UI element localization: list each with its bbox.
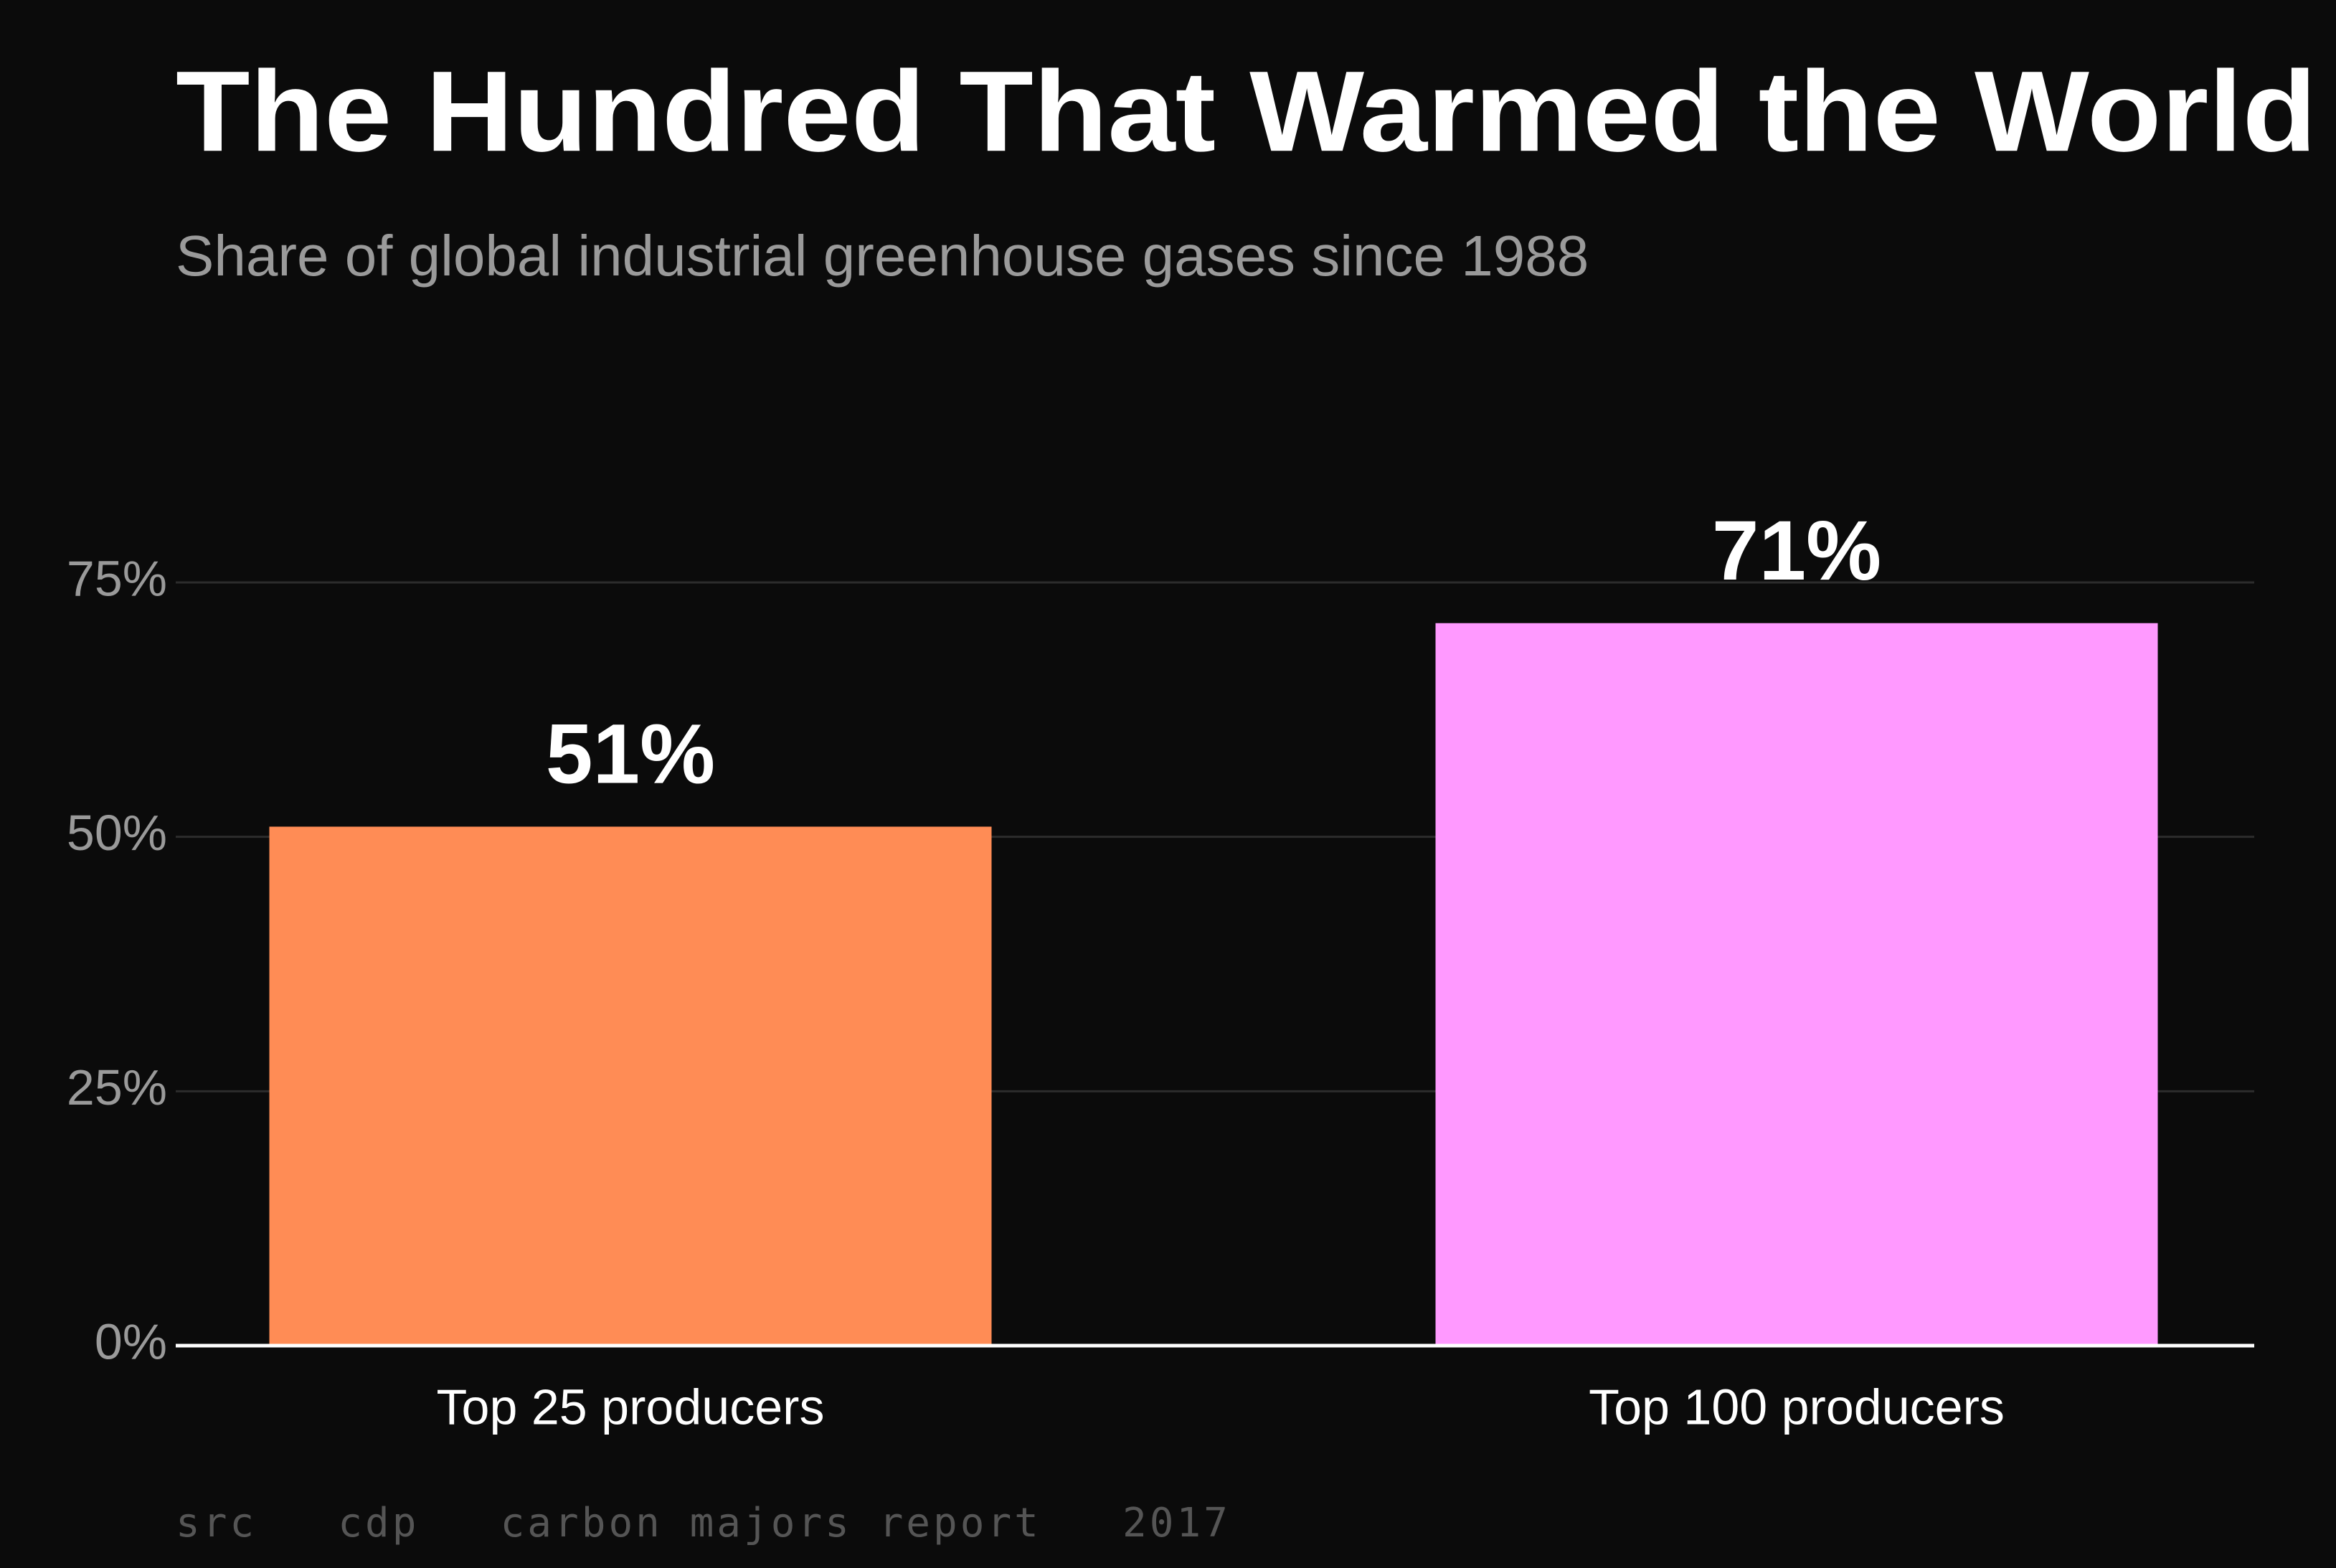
y-tick-label: 75% bbox=[67, 550, 167, 606]
chart-title: The Hundred That Warmed the World bbox=[176, 47, 2317, 175]
y-tick-label: 0% bbox=[95, 1313, 167, 1369]
value-label: 51% bbox=[546, 707, 715, 802]
bar bbox=[1435, 623, 2158, 1346]
y-tick-label: 50% bbox=[67, 805, 167, 861]
chart-subtitle: Share of global industrial greenhouse ga… bbox=[176, 224, 1589, 288]
y-tick-label: 25% bbox=[67, 1059, 167, 1115]
bar bbox=[269, 826, 992, 1346]
value-label: 71% bbox=[1712, 504, 1881, 598]
x-tick-label: Top 100 producers bbox=[1589, 1379, 2005, 1435]
x-tick-label: Top 25 producers bbox=[437, 1379, 825, 1435]
source-note: src cdp carbon majors report 2017 bbox=[176, 1500, 1231, 1546]
